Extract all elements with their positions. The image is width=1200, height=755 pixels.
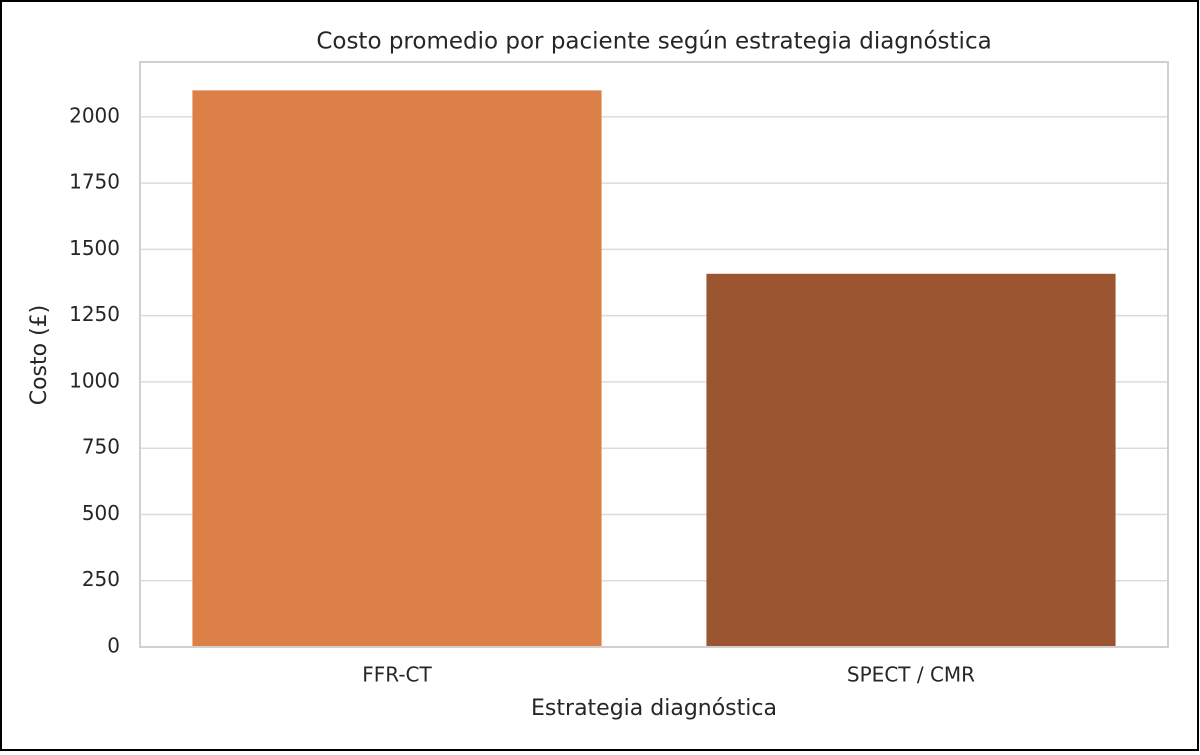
y-tick-label: 250 [82, 567, 120, 591]
chart-title: Costo promedio por paciente según estrat… [316, 29, 991, 55]
y-tick-label: 500 [82, 501, 120, 525]
bar [706, 273, 1116, 647]
x-tick-label: SPECT / CMR [847, 663, 975, 687]
x-axis-label: Estrategia diagnóstica [531, 696, 777, 721]
y-tick-label: 1500 [69, 236, 120, 260]
bars [192, 90, 1116, 647]
y-tick-label: 1750 [69, 170, 120, 194]
x-tick-label: FFR-CT [362, 663, 432, 687]
y-tick-label: 0 [107, 634, 120, 658]
y-axis-label: Costo (£) [27, 305, 52, 406]
y-tick-label: 1000 [69, 368, 120, 392]
bar [192, 90, 602, 647]
y-tick-label: 2000 [69, 103, 120, 127]
y-tick-label: 750 [82, 435, 120, 459]
y-tick-label: 1250 [69, 302, 120, 326]
plot-border [139, 61, 1169, 648]
